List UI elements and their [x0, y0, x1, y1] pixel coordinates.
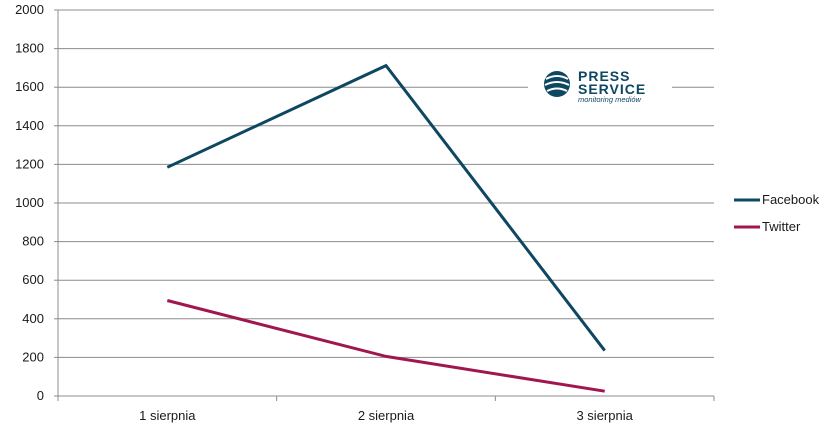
logo-line2: SERVICE — [578, 81, 646, 97]
y-tick-label: 1400 — [15, 118, 44, 133]
y-tick-label: 2000 — [15, 2, 44, 17]
legend-label-twitter: Twitter — [762, 219, 801, 234]
y-tick-label: 1600 — [15, 79, 44, 94]
series-lines — [166, 63, 606, 393]
y-tick-label: 600 — [22, 272, 44, 287]
logo-line1: PRESS — [578, 68, 630, 84]
y-tick-label: 1200 — [15, 156, 44, 171]
y-tick-label: 1000 — [15, 195, 44, 210]
legend-label-facebook: Facebook — [762, 192, 820, 207]
y-tick-label: 1800 — [15, 41, 44, 56]
y-tick-label: 0 — [37, 388, 44, 403]
legend: Facebook Twitter — [734, 192, 820, 234]
y-tick-label: 200 — [22, 349, 44, 364]
x-tick-label: 2 sierpnia — [358, 408, 415, 423]
series-line-twitter — [166, 299, 605, 393]
series-line-facebook — [166, 63, 606, 352]
x-tick-label: 1 sierpnia — [139, 408, 196, 423]
gridlines — [58, 9, 714, 358]
logo-tagline: monitoring mediów — [578, 95, 642, 104]
globe-icon — [544, 71, 570, 97]
press-service-logo: PRESS SERVICE monitoring mediów — [528, 66, 672, 104]
x-tick-label: 3 sierpnia — [576, 408, 633, 423]
y-tick-label: 400 — [22, 311, 44, 326]
axes: 0 200 400 600 800 1000 1200 1400 1600 1800 2000 1 s… — [15, 2, 715, 423]
y-tick-label: 800 — [22, 234, 44, 249]
